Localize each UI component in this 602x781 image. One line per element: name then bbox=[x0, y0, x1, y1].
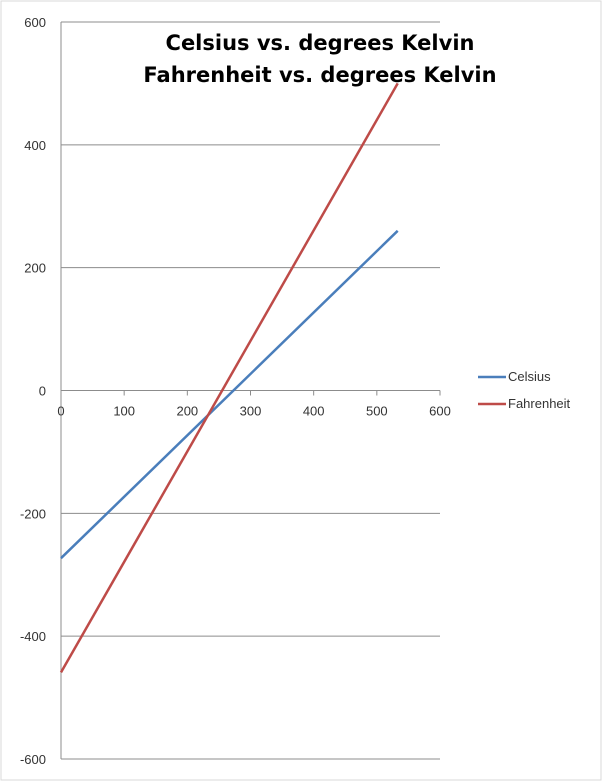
x-tick-label: 500 bbox=[366, 404, 388, 419]
series-lines bbox=[59, 82, 399, 674]
chart-title-line-1: Celsius vs. degrees Kelvin bbox=[166, 31, 475, 55]
x-tick-label: 200 bbox=[176, 404, 198, 419]
series-line-fahrenheit bbox=[59, 82, 399, 674]
chart-title-line-2: Fahrenheit vs. degrees Kelvin bbox=[143, 63, 496, 87]
x-tick-label: 0 bbox=[57, 404, 64, 419]
legend: Celsius Fahrenheit bbox=[478, 369, 571, 411]
y-tick-label: 0 bbox=[39, 384, 46, 399]
x-tick-label: 400 bbox=[303, 404, 325, 419]
y-tick-label: -200 bbox=[20, 506, 46, 521]
x-tick-label: 100 bbox=[113, 404, 135, 419]
chart-title: Celsius vs. degrees Kelvin Fahrenheit vs… bbox=[143, 31, 496, 87]
legend-label-fahrenheit: Fahrenheit bbox=[508, 396, 571, 411]
y-tick-label: 600 bbox=[24, 15, 46, 30]
gridlines bbox=[61, 21, 440, 760]
series-line-celsius bbox=[60, 229, 399, 560]
y-tick-label: 400 bbox=[24, 138, 46, 153]
y-tick-label: -600 bbox=[20, 752, 46, 767]
y-tick-label: -400 bbox=[20, 629, 46, 644]
tick-labels: -600 -400 -200 0 200 400 600 0 100 200 300 400 500 60… bbox=[20, 15, 451, 767]
x-tick-label: 300 bbox=[240, 404, 262, 419]
y-tick-label: 200 bbox=[24, 261, 46, 276]
axes bbox=[60, 22, 441, 759]
x-tick-label: 600 bbox=[429, 404, 451, 419]
legend-label-celsius: Celsius bbox=[508, 369, 551, 384]
